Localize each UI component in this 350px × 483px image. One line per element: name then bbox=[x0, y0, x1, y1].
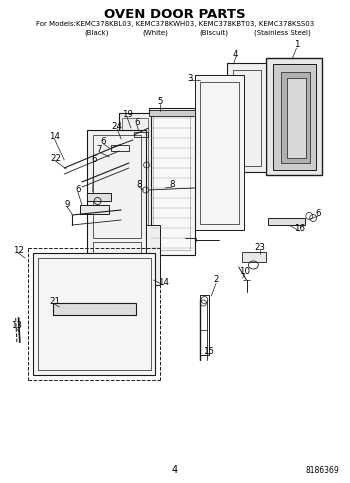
Text: 8: 8 bbox=[136, 180, 141, 188]
Text: 8: 8 bbox=[169, 180, 175, 188]
Bar bbox=[80, 205, 109, 214]
Text: 6: 6 bbox=[315, 209, 321, 217]
Polygon shape bbox=[195, 75, 244, 230]
Text: 4: 4 bbox=[172, 465, 178, 475]
Text: 16: 16 bbox=[294, 224, 305, 232]
Text: (Black): (Black) bbox=[84, 30, 109, 36]
Text: 6: 6 bbox=[75, 185, 81, 194]
Text: 7: 7 bbox=[97, 144, 102, 154]
Text: 10: 10 bbox=[239, 267, 250, 275]
Bar bbox=[134, 132, 148, 137]
Polygon shape bbox=[287, 78, 306, 158]
Text: 13: 13 bbox=[11, 321, 22, 329]
Polygon shape bbox=[273, 64, 316, 170]
Text: 6: 6 bbox=[134, 117, 140, 127]
Text: For Models:KEMC378KBL03, KEMC378KWH03, KEMC378KBT03, KEMC378KSS03: For Models:KEMC378KBL03, KEMC378KWH03, K… bbox=[36, 21, 314, 27]
Polygon shape bbox=[241, 252, 266, 262]
Text: (Stainless Steel): (Stainless Steel) bbox=[254, 30, 311, 36]
Polygon shape bbox=[33, 253, 155, 375]
Text: 14: 14 bbox=[158, 278, 169, 286]
Text: 4: 4 bbox=[233, 49, 238, 58]
Bar bbox=[111, 145, 129, 151]
Polygon shape bbox=[146, 225, 160, 285]
Polygon shape bbox=[281, 72, 310, 163]
Text: 3: 3 bbox=[187, 73, 192, 83]
Text: (Biscuit): (Biscuit) bbox=[200, 30, 229, 36]
Polygon shape bbox=[148, 110, 195, 116]
Polygon shape bbox=[148, 108, 195, 255]
Text: 12: 12 bbox=[13, 245, 24, 255]
Polygon shape bbox=[87, 130, 146, 285]
Text: OVEN DOOR PARTS: OVEN DOOR PARTS bbox=[104, 8, 246, 20]
Polygon shape bbox=[119, 113, 150, 258]
Text: 1: 1 bbox=[294, 40, 299, 48]
Text: 15: 15 bbox=[203, 346, 214, 355]
Polygon shape bbox=[227, 63, 266, 172]
Text: 19: 19 bbox=[121, 110, 132, 118]
Text: 21: 21 bbox=[49, 297, 60, 306]
Text: 22: 22 bbox=[50, 154, 61, 162]
Bar bbox=[87, 193, 111, 201]
Text: 5: 5 bbox=[158, 97, 163, 105]
Text: 23: 23 bbox=[255, 242, 266, 252]
Text: 6: 6 bbox=[101, 137, 106, 145]
Polygon shape bbox=[268, 218, 305, 225]
Text: 6: 6 bbox=[91, 155, 96, 164]
Text: 8186369: 8186369 bbox=[305, 466, 339, 474]
Text: 2: 2 bbox=[214, 274, 219, 284]
Text: 24: 24 bbox=[112, 122, 123, 130]
Polygon shape bbox=[266, 58, 322, 175]
Text: 9: 9 bbox=[64, 199, 70, 209]
Text: 14: 14 bbox=[49, 131, 60, 141]
Text: (White): (White) bbox=[142, 30, 168, 36]
Bar bbox=[52, 303, 136, 315]
